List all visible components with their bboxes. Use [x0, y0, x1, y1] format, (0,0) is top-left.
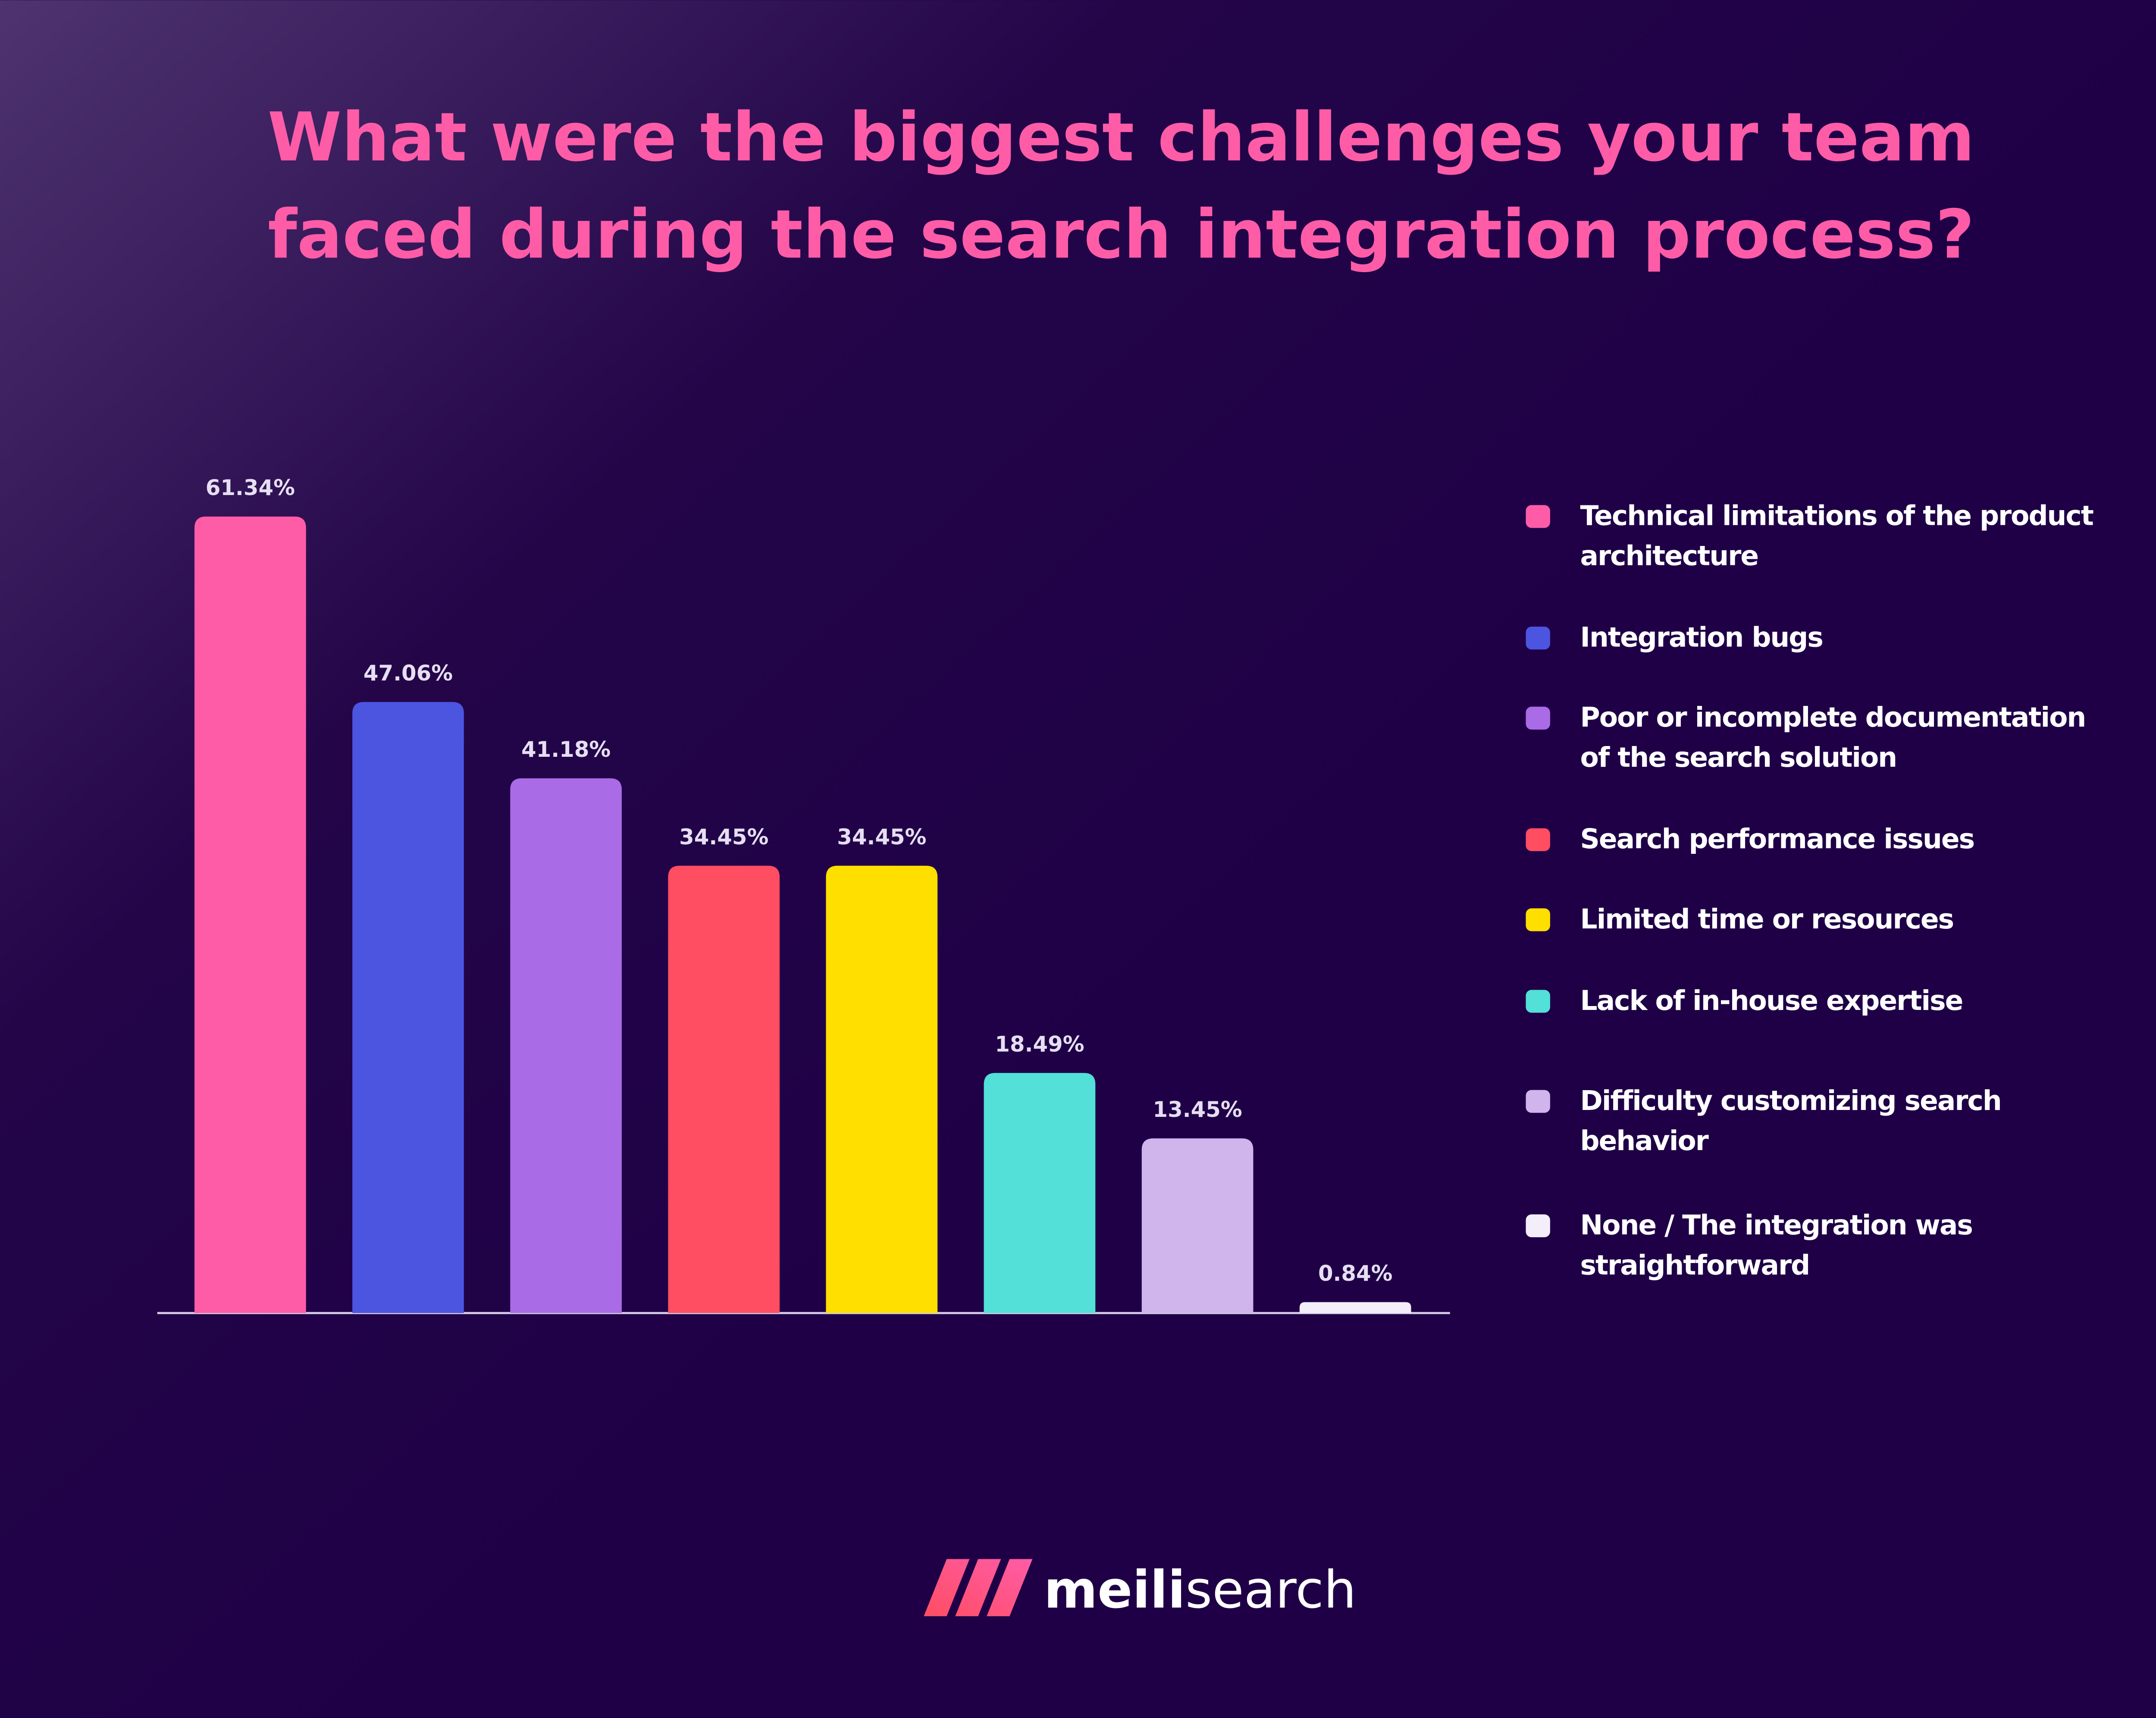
value-label: 47.06% [364, 661, 453, 686]
legend-item: Limited time or resources [1580, 904, 1955, 936]
legend-item: Poor or incomplete documentation of the … [1580, 702, 2087, 774]
legend-swatch [1526, 1214, 1550, 1238]
legend-swatch [1526, 908, 1550, 931]
legend-item: Difficulty customizing search behavior [1580, 1085, 2002, 1157]
value-label: 13.45% [1153, 1097, 1242, 1122]
legend-item: Lack of in-house expertise [1580, 985, 1964, 1017]
legend-swatch [1526, 1090, 1550, 1113]
logo-bold: meili [1044, 1560, 1185, 1620]
bar [1141, 1138, 1253, 1313]
legend-label: Poor or incomplete documentation of the … [1580, 702, 2087, 774]
legend-swatch [1526, 505, 1550, 528]
bar [352, 702, 464, 1313]
legend-swatch [1526, 627, 1550, 650]
legend-label: Technical limitations of the product arc… [1580, 501, 2094, 573]
logo-regular: search [1185, 1560, 1357, 1620]
logo-icon [924, 1559, 1033, 1616]
chart-title: faced during the search integration proc… [268, 195, 1974, 273]
legend-label: Integration bugs [1580, 622, 1824, 654]
bar [194, 516, 306, 1313]
legend-item: Integration bugs [1580, 622, 1824, 654]
value-label: 0.84% [1318, 1261, 1393, 1286]
value-label: 41.18% [521, 737, 611, 762]
legend-label: Limited time or resources [1580, 904, 1955, 936]
legend-item: Search performance issues [1580, 824, 1975, 856]
value-label: 34.45% [837, 825, 926, 850]
legend-item: Technical limitations of the product arc… [1580, 501, 2094, 573]
legend-label: Difficulty customizing search behavior [1580, 1085, 2002, 1157]
legend-label: Lack of in-house expertise [1580, 985, 1964, 1017]
legend-item: None / The integration was straightforwa… [1580, 1210, 1973, 1282]
bar [826, 865, 938, 1313]
bar [1299, 1302, 1411, 1313]
value-label: 61.34% [206, 475, 295, 500]
legend-label: Search performance issues [1580, 824, 1975, 856]
bar [984, 1073, 1096, 1313]
bar [668, 865, 780, 1313]
value-label: 34.45% [679, 825, 768, 850]
legend-swatch [1526, 706, 1550, 730]
legend-swatch [1526, 828, 1550, 851]
chart-title: What were the biggest challenges your te… [267, 98, 1974, 176]
value-label: 18.49% [995, 1031, 1084, 1057]
bar [510, 778, 622, 1313]
logo-text: meilisearch [1044, 1560, 1357, 1620]
legend-swatch [1526, 990, 1550, 1013]
legend-label: None / The integration was straightforwa… [1580, 1210, 1973, 1282]
logo: meilisearch [924, 1559, 1357, 1620]
